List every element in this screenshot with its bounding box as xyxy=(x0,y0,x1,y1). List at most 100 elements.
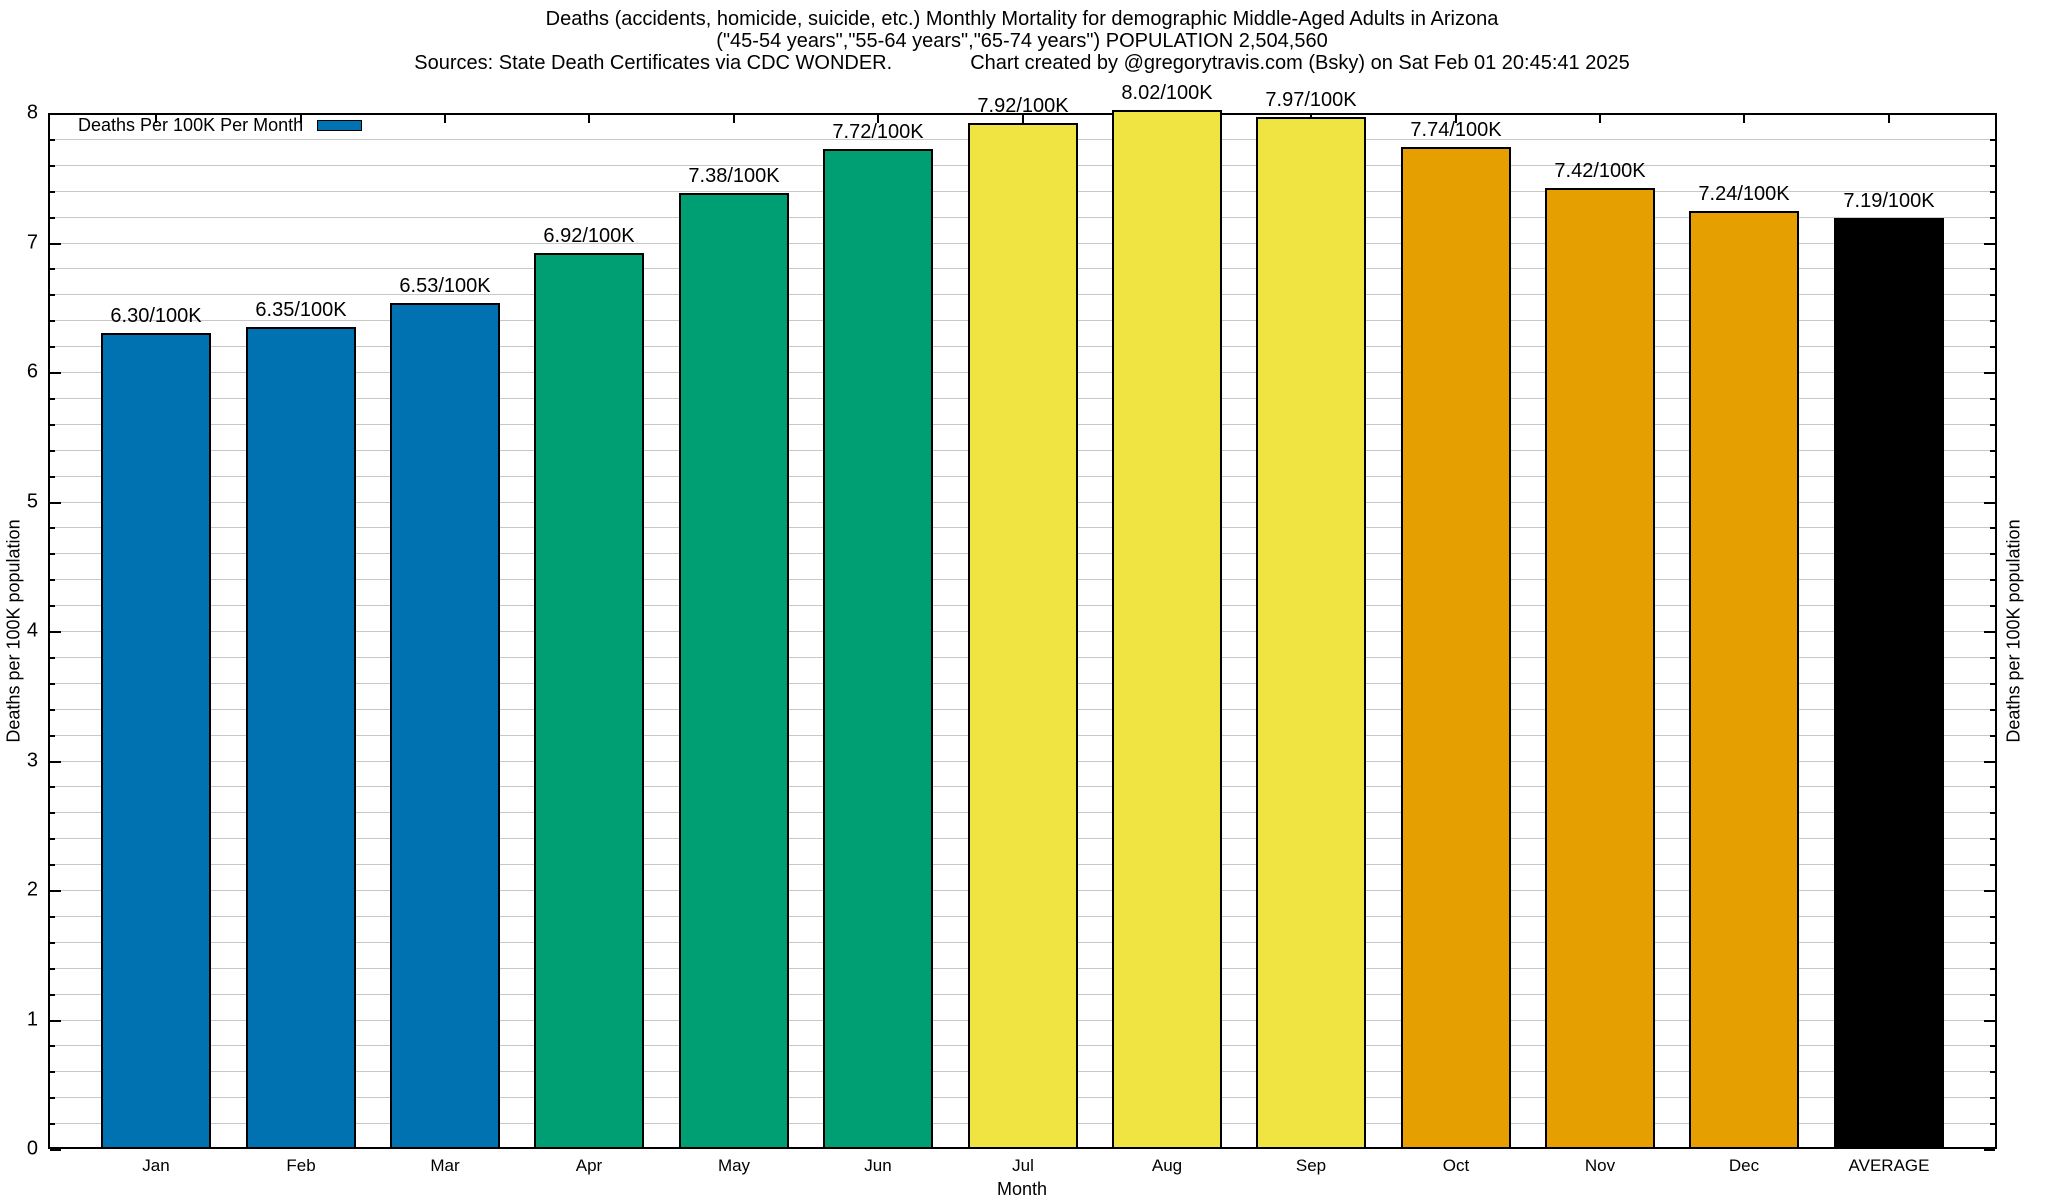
x-tick xyxy=(444,115,446,123)
y-tick xyxy=(1990,942,1995,944)
bar-jun xyxy=(823,149,933,1149)
y-tick xyxy=(50,165,55,167)
y-tick xyxy=(50,605,55,607)
y-tick xyxy=(1990,709,1995,711)
y-tick xyxy=(50,683,55,685)
bar-value-label: 7.38/100K xyxy=(688,165,780,187)
legend-label: Deaths Per 100K Per Month xyxy=(78,115,304,135)
x-tick-label: Mar xyxy=(430,1156,460,1175)
y-tick xyxy=(1984,1149,1995,1151)
y-tick xyxy=(50,553,55,555)
y-tick-label: 0 xyxy=(26,1137,38,1160)
x-tick xyxy=(155,115,157,123)
y-tick xyxy=(50,217,55,219)
x-axis-label: Month xyxy=(996,1179,1048,1199)
y-tick xyxy=(1984,761,1995,763)
y-tick xyxy=(1990,346,1995,348)
bar-value-label: 6.35/100K xyxy=(255,299,347,321)
y-tick xyxy=(1990,1045,1995,1047)
x-tick-label: Apr xyxy=(575,1156,603,1175)
y-tick xyxy=(50,139,55,141)
y-tick xyxy=(50,1045,55,1047)
y-tick xyxy=(1984,890,1995,892)
x-tick xyxy=(588,115,590,123)
x-tick xyxy=(1743,115,1745,123)
chart-credit: Chart created by @gregorytravis.com (Bsk… xyxy=(970,52,1630,74)
y-tick xyxy=(1990,812,1995,814)
legend: Deaths Per 100K Per Month xyxy=(78,115,363,136)
y-tick xyxy=(50,113,61,115)
y-tick xyxy=(50,864,55,866)
y-tick xyxy=(1990,683,1995,685)
bar-feb xyxy=(246,327,356,1149)
bar-aug xyxy=(1112,110,1222,1149)
y-tick xyxy=(1990,735,1995,737)
y-tick xyxy=(50,502,61,504)
y-tick xyxy=(1990,1123,1995,1125)
bar-value-label: 7.97/100K xyxy=(1265,89,1357,111)
bar-value-label: 7.42/100K xyxy=(1554,160,1646,182)
bar-jan xyxy=(101,333,211,1149)
bar-sep xyxy=(1256,117,1366,1149)
bar-jul xyxy=(968,123,1078,1149)
y-tick xyxy=(50,527,55,529)
y-tick xyxy=(1984,631,1995,633)
y-tick xyxy=(50,994,55,996)
y-axis-label-right: Deaths per 100K population xyxy=(2003,519,2024,743)
y-tick xyxy=(50,709,55,711)
y-tick xyxy=(1990,476,1995,478)
y-tick xyxy=(50,1097,55,1099)
y-tick xyxy=(1984,372,1995,374)
chart-sources: Sources: State Death Certificates via CD… xyxy=(414,52,893,74)
y-tick xyxy=(1990,786,1995,788)
y-tick xyxy=(1990,1097,1995,1099)
chart-title-line2: ("45-54 years","55-64 years","65-74 year… xyxy=(716,30,1328,52)
y-tick xyxy=(50,1071,55,1073)
x-tick xyxy=(1455,115,1457,123)
y-tick-label: 4 xyxy=(26,619,38,642)
bar-value-label: 7.24/100K xyxy=(1698,183,1790,205)
x-tick-label: Oct xyxy=(1442,1156,1470,1175)
bar-nov xyxy=(1545,188,1655,1149)
y-axis-label-left: Deaths per 100K population xyxy=(3,519,24,743)
y-tick xyxy=(50,579,55,581)
y-tick xyxy=(1990,994,1995,996)
y-tick xyxy=(50,1123,55,1125)
y-tick xyxy=(50,372,61,374)
x-tick-label: AVERAGE xyxy=(1848,1156,1930,1175)
y-tick xyxy=(1990,553,1995,555)
x-tick xyxy=(877,115,879,123)
x-tick xyxy=(1888,115,1890,123)
y-tick-label: 3 xyxy=(26,749,38,772)
y-tick-label: 6 xyxy=(26,360,38,383)
y-tick xyxy=(50,890,61,892)
bar-dec xyxy=(1689,211,1799,1149)
bar-apr xyxy=(534,253,644,1149)
y-tick xyxy=(1990,1071,1995,1073)
y-tick xyxy=(50,476,55,478)
x-tick-label: Jul xyxy=(1012,1156,1034,1175)
y-tick xyxy=(1984,243,1995,245)
chart-title-line1: Deaths (accidents, homicide, suicide, et… xyxy=(545,8,1499,30)
y-tick xyxy=(1990,605,1995,607)
x-tick-label: May xyxy=(717,1156,751,1175)
bar-value-label: 6.92/100K xyxy=(543,225,635,247)
y-tick xyxy=(1990,294,1995,296)
y-tick xyxy=(50,942,55,944)
x-tick xyxy=(1599,115,1601,123)
y-tick-label: 5 xyxy=(26,490,38,513)
y-tick xyxy=(50,191,55,193)
y-tick xyxy=(50,968,55,970)
bar-value-label: 6.53/100K xyxy=(399,275,491,297)
y-tick-label: 1 xyxy=(26,1008,38,1031)
y-tick xyxy=(1984,1020,1995,1022)
y-tick-label: 2 xyxy=(26,878,38,901)
bar-value-label: 6.30/100K xyxy=(110,305,202,327)
y-tick xyxy=(50,812,55,814)
y-tick xyxy=(50,398,55,400)
x-tick-label: Aug xyxy=(1151,1156,1183,1175)
y-tick-label: 8 xyxy=(26,101,38,124)
bar-may xyxy=(679,193,789,1149)
y-tick xyxy=(50,916,55,918)
